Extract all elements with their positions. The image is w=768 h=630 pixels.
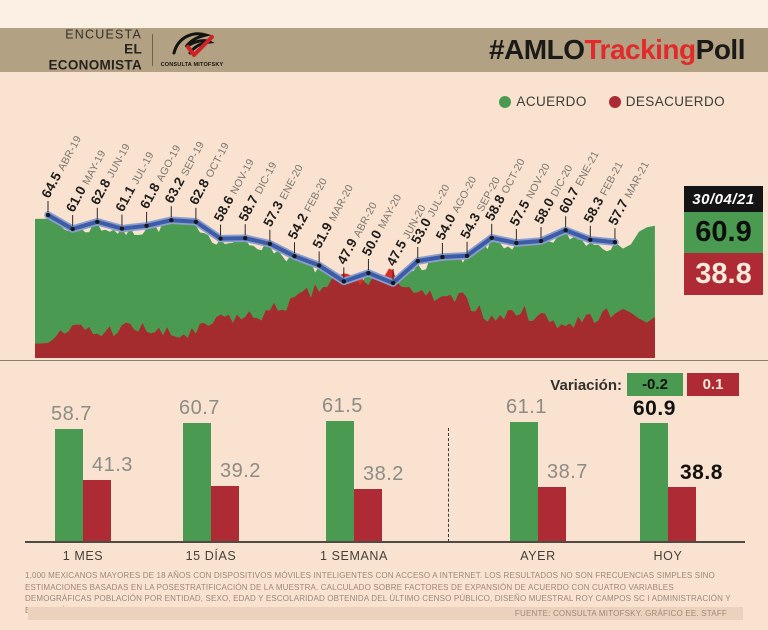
line-point [390,280,396,286]
disagree-dot-icon [608,95,621,108]
line-point [588,237,593,242]
logo-caption: CONSULTA MITOFSKY [160,62,224,68]
bar-chart-divider [448,428,449,542]
section-separator [0,360,768,361]
bar-agree [510,421,538,542]
bar-disagree-value: 41.3 [92,453,133,476]
header-band: ENCUESTA EL ECONOMISTA CONSULTA MITOFSKY… [0,27,768,72]
bar-disagree [354,488,382,542]
line-point [243,236,248,241]
line-point [415,258,420,264]
current-date-badge: 30/04/21 [684,186,763,212]
bar-chart-baseline [25,541,745,543]
line-point [316,263,322,268]
line-point [218,236,223,241]
disagree-area [35,268,655,358]
line-point [144,223,149,228]
bird-checkmark-icon [166,32,218,63]
line-point [119,226,125,231]
agree-trend-line [46,213,617,285]
bar-category-label: 1 SEMANA [319,549,388,563]
line-point [563,228,568,233]
line-point [489,235,494,240]
legend-disagree-label: DESACUERDO [625,94,725,109]
bar-agree-value: 61.1 [506,395,547,418]
title-prefix: #AMLO [488,34,585,65]
current-value-panel: 30/04/21 60.9 38.8 [684,186,763,295]
bar-disagree-value: 38.2 [363,462,404,485]
bar-agree [183,423,211,542]
bar-disagree [538,487,566,542]
bar-agree [640,422,668,542]
line-point [464,253,470,258]
top-strip [0,0,768,28]
legend-agree-label: ACUERDO [516,94,587,109]
title-highlight: Tracking [584,34,696,65]
bar-disagree-value: 38.8 [680,461,723,485]
variation-disagree-badge: 0.1 [687,373,739,396]
brand-block: ENCUESTA EL ECONOMISTA [36,27,142,72]
bar-disagree-value: 39.2 [220,459,261,482]
page-title: #AMLOTrackingPoll [488,34,746,66]
line-point [612,240,618,245]
line-point [267,241,273,246]
line-point [341,279,346,284]
source-credit: FUENTE: CONSULTA MITOFSKY. GRÁFICO EE. S… [514,609,727,618]
trend-area-chart: 64.5ABR-1961.0MAY-1962.8JUN-1961.1JUL-19… [35,134,655,358]
line-point [193,219,199,224]
bar-category-label: AYER [520,549,556,563]
header-divider [152,34,153,66]
line-point [366,270,371,276]
mitofsky-logo: CONSULTA MITOFSKY [160,29,224,68]
current-disagree-value: 38.8 [684,253,763,295]
title-suffix: Poll [695,34,746,65]
current-agree-value: 60.9 [684,212,763,253]
brand-bottom-label: EL ECONOMISTA [48,41,142,73]
bar-disagree [83,479,111,542]
line-point [440,254,445,260]
bar-agree-value: 60.9 [633,396,676,420]
variation-label: Variación: [550,377,622,394]
bar-agree [55,428,83,542]
line-point [70,226,75,232]
bar-disagree-value: 38.7 [547,461,588,484]
bar-disagree [211,485,239,542]
bar-agree-value: 58.7 [51,402,92,425]
bar-category-label: 15 DÍAS [185,549,237,563]
legend-item-agree: ACUERDO [499,94,586,109]
source-strip: FUENTE: CONSULTA MITOFSKY. GRÁFICO EE. S… [28,607,743,620]
bar-agree [326,420,354,542]
bar-disagree [668,487,696,542]
line-point [514,240,519,246]
brand-top-label: ENCUESTA [65,27,142,42]
line-point [95,219,100,224]
line-point [538,238,544,244]
line-point [45,212,51,218]
legend: ACUERDO DESACUERDO [499,94,725,109]
legend-item-disagree: DESACUERDO [608,94,725,109]
line-point [292,254,297,259]
agree-dot-icon [499,95,512,108]
line-point [169,218,174,223]
variation-agree-badge: -0.2 [627,373,683,396]
bar-category-label: 1 MES [62,549,104,563]
bar-category-label: HOY [653,549,683,563]
bar-agree-value: 60.7 [179,397,220,420]
bar-agree-value: 61.5 [322,394,363,417]
